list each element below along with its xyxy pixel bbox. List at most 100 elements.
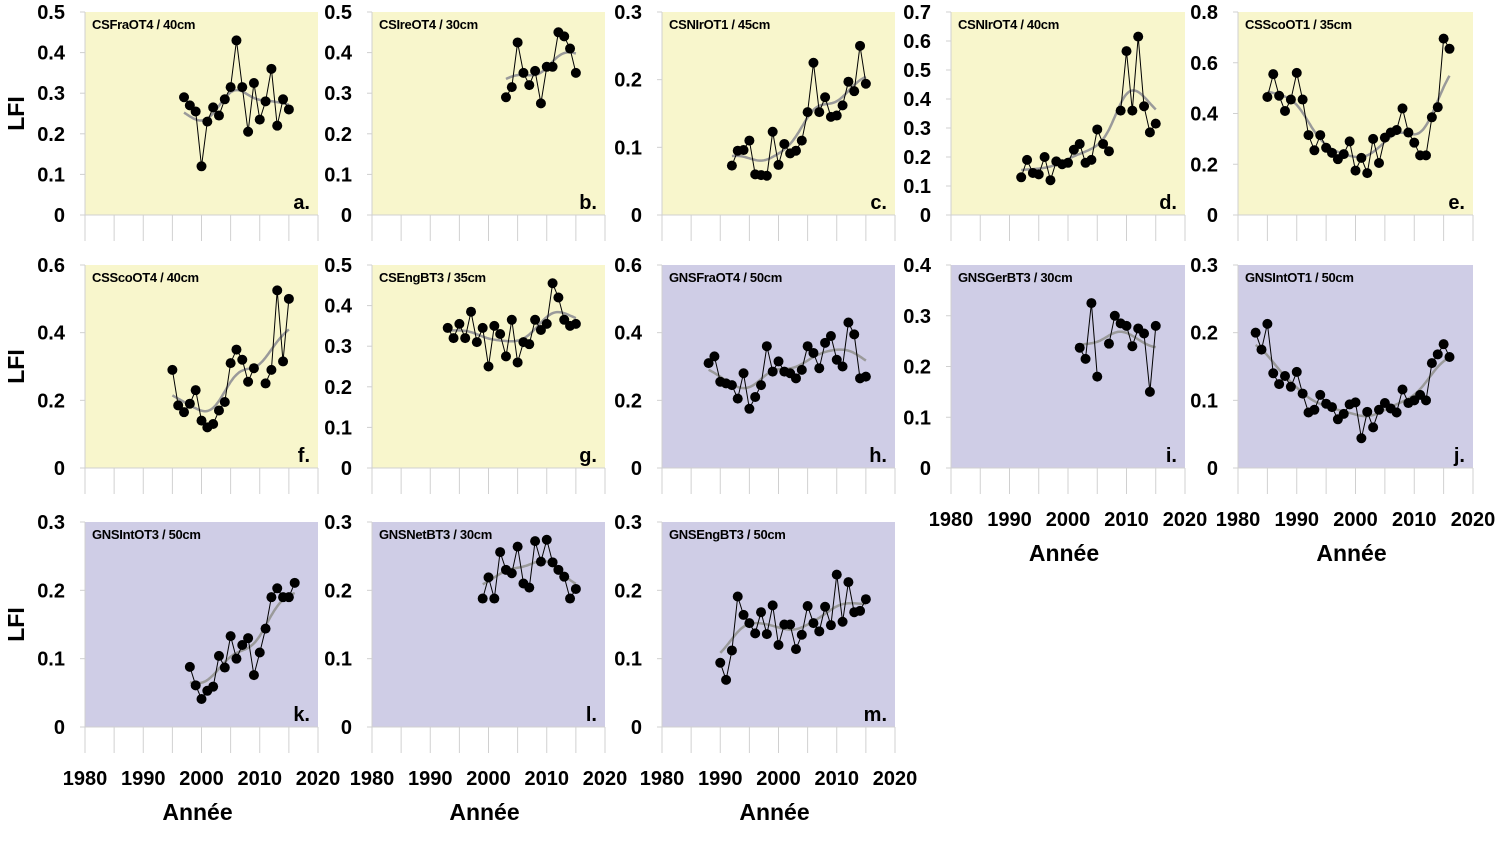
data-point [1280,370,1290,381]
data-point [808,618,819,629]
x-tick-label: 1990 [987,509,1032,531]
x-tick-label: 1980 [640,768,685,790]
data-point [202,116,213,127]
data-point [184,661,195,672]
panel-title: GNSEngBT3 / 50cm [669,527,786,542]
data-point [802,341,813,352]
data-point [790,373,801,384]
data-point [208,681,219,692]
data-point [779,138,790,149]
trend-line [447,310,577,343]
panel-c: 0 0.1 0.2 0.3 CSNIrOT1 / 45cm c. [614,2,896,241]
plot-background [85,265,318,468]
data-point [1268,69,1279,80]
data-point [512,541,523,552]
y-tick-label: 0.1 [903,407,931,429]
data-point [1432,349,1443,360]
data-point [820,92,831,103]
y-tick-label: 0.4 [324,43,353,65]
data-point [1121,46,1132,57]
y-tick-label: 0.3 [37,512,65,534]
data-point [1309,404,1320,415]
data-point [1297,94,1308,105]
data-point [1086,154,1097,165]
data-point [237,354,248,365]
data-point [1350,165,1361,176]
data-point [454,318,465,329]
y-tick-label: 0 [341,717,352,739]
data-point [1315,389,1326,400]
x-tick-label: 1980 [1216,509,1261,531]
y-tick-label: 0 [631,717,642,739]
data-point [820,601,831,612]
y-tick-label: 0.4 [37,43,66,65]
data-point [272,583,283,594]
data-point [530,314,541,325]
panel-title: GNSGerBT3 / 30cm [958,270,1072,285]
plot-background [662,522,895,727]
y-tick-label: 0.1 [324,417,352,439]
y-axis-title: LFI [3,349,29,384]
x-tick-label: 2020 [873,768,918,790]
data-point [278,356,289,367]
data-point [1144,386,1155,397]
y-tick-label: 0 [54,458,65,480]
data-point [802,107,813,118]
data-point [855,605,866,616]
data-point [500,92,511,103]
data-point [237,640,248,650]
panel-i: 0 0.1 0.2 0.3 0.4 1980 1990 2000 2010 2020 Année GN… [903,255,1207,566]
data-point [1309,145,1320,156]
y-tick-label: 0.2 [903,357,931,379]
data-point [756,380,767,391]
data-point [814,363,825,374]
data-point [726,645,737,656]
data-point [1291,67,1302,78]
data-point [442,322,453,333]
data-point [489,320,500,331]
data-point [283,104,294,115]
data-point [547,557,558,568]
y-tick-label: 0.1 [614,649,642,671]
y-tick-label: 0 [54,205,65,227]
data-point [448,333,459,344]
data-point [570,67,581,78]
data-point [231,35,242,46]
panel-h: 0 0.2 0.4 0.6 GNSFraOT4 / 50cm h. [614,255,896,494]
data-point [1362,406,1373,417]
data-point [167,364,178,375]
data-point [761,629,772,640]
plot-background [372,12,605,215]
data-point [1250,327,1261,338]
y-tick-label: 0.2 [37,390,65,412]
data-point [1045,175,1056,186]
data-point [1103,338,1114,349]
data-point [535,556,546,567]
data-point [184,398,195,409]
data-point [732,393,743,404]
data-point [565,593,576,604]
data-point [831,569,842,580]
panel-title: GNSIntOT1 / 50cm [1245,270,1354,285]
data-point [179,407,190,418]
y-tick-label: 0.4 [37,323,66,345]
y-tick-label: 0.3 [324,83,352,105]
data-point [260,623,271,634]
data-point [1256,344,1267,355]
panel-g: 0 0.1 0.2 0.3 0.4 0.5 CSEngBT3 / 35cm g. [324,255,606,494]
x-tick-label: 1990 [408,768,453,790]
y-tick-label: 0 [631,205,642,227]
y-tick-label: 0.3 [903,306,931,328]
data-point [213,405,224,416]
data-point [506,82,517,93]
data-point [208,102,219,113]
data-point [1285,94,1296,105]
data-point [744,618,755,629]
data-point [524,80,535,91]
x-tick-label: 1980 [350,768,395,790]
x-tick-label: 2020 [583,768,628,790]
data-point [773,159,784,170]
data-point [1426,358,1437,369]
y-tick-label: 0.7 [903,2,931,24]
data-point [843,76,854,87]
